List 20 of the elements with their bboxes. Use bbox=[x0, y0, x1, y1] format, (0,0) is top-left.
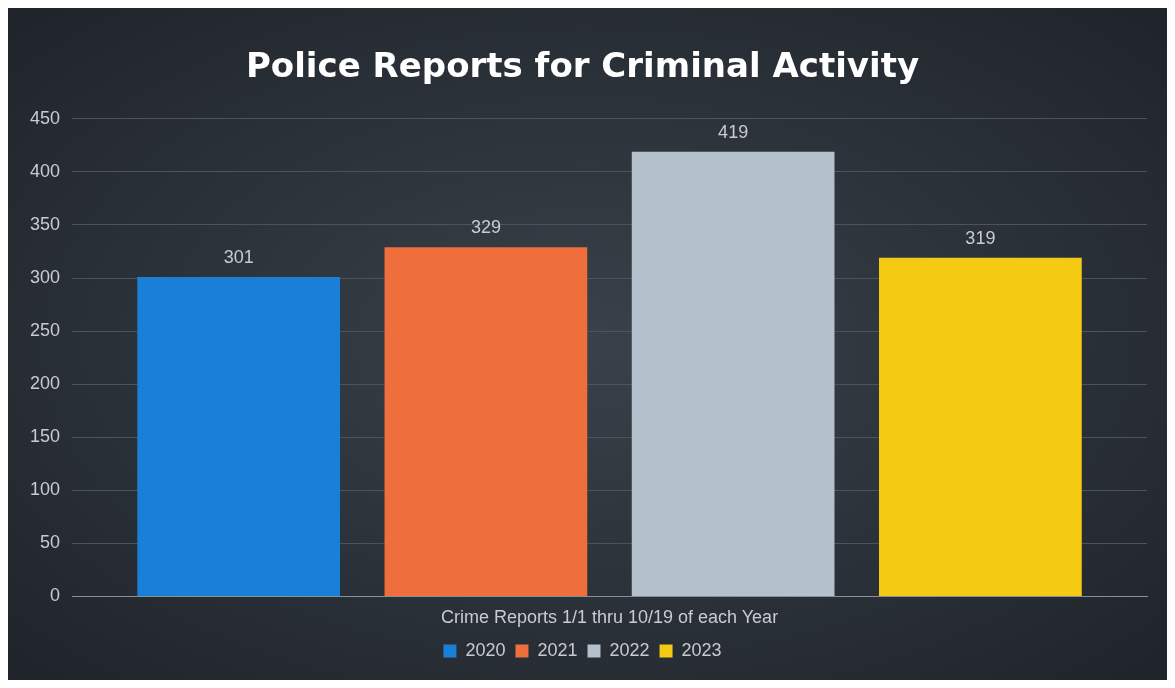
y-tick-label: 250 bbox=[29, 320, 61, 341]
x-tick-label: Crime Reports 1/1 thru 10/19 of each Year bbox=[440, 607, 779, 628]
data-label: 329 bbox=[470, 217, 501, 238]
data-label: 319 bbox=[965, 227, 996, 248]
y-tick-label: 50 bbox=[40, 532, 61, 553]
y-tick-label: 350 bbox=[29, 213, 61, 234]
y-tick-label: 0 bbox=[50, 585, 61, 606]
y-tick-label: 300 bbox=[29, 266, 61, 287]
y-tick-label: 200 bbox=[29, 373, 61, 394]
legend-label: 2022 bbox=[609, 639, 650, 660]
legend-label: 2020 bbox=[465, 639, 506, 660]
y-tick-label: 150 bbox=[29, 426, 61, 447]
data-label: 419 bbox=[718, 121, 749, 142]
y-tick-label: 100 bbox=[29, 479, 61, 500]
legend-label: 2023 bbox=[681, 639, 722, 660]
y-tick-label: 450 bbox=[29, 107, 61, 128]
chart-title: Police Reports for Criminal Activity bbox=[245, 45, 920, 86]
legend-label: 2021 bbox=[537, 639, 578, 660]
y-tick-label: 400 bbox=[29, 160, 61, 181]
data-label: 301 bbox=[223, 246, 254, 267]
